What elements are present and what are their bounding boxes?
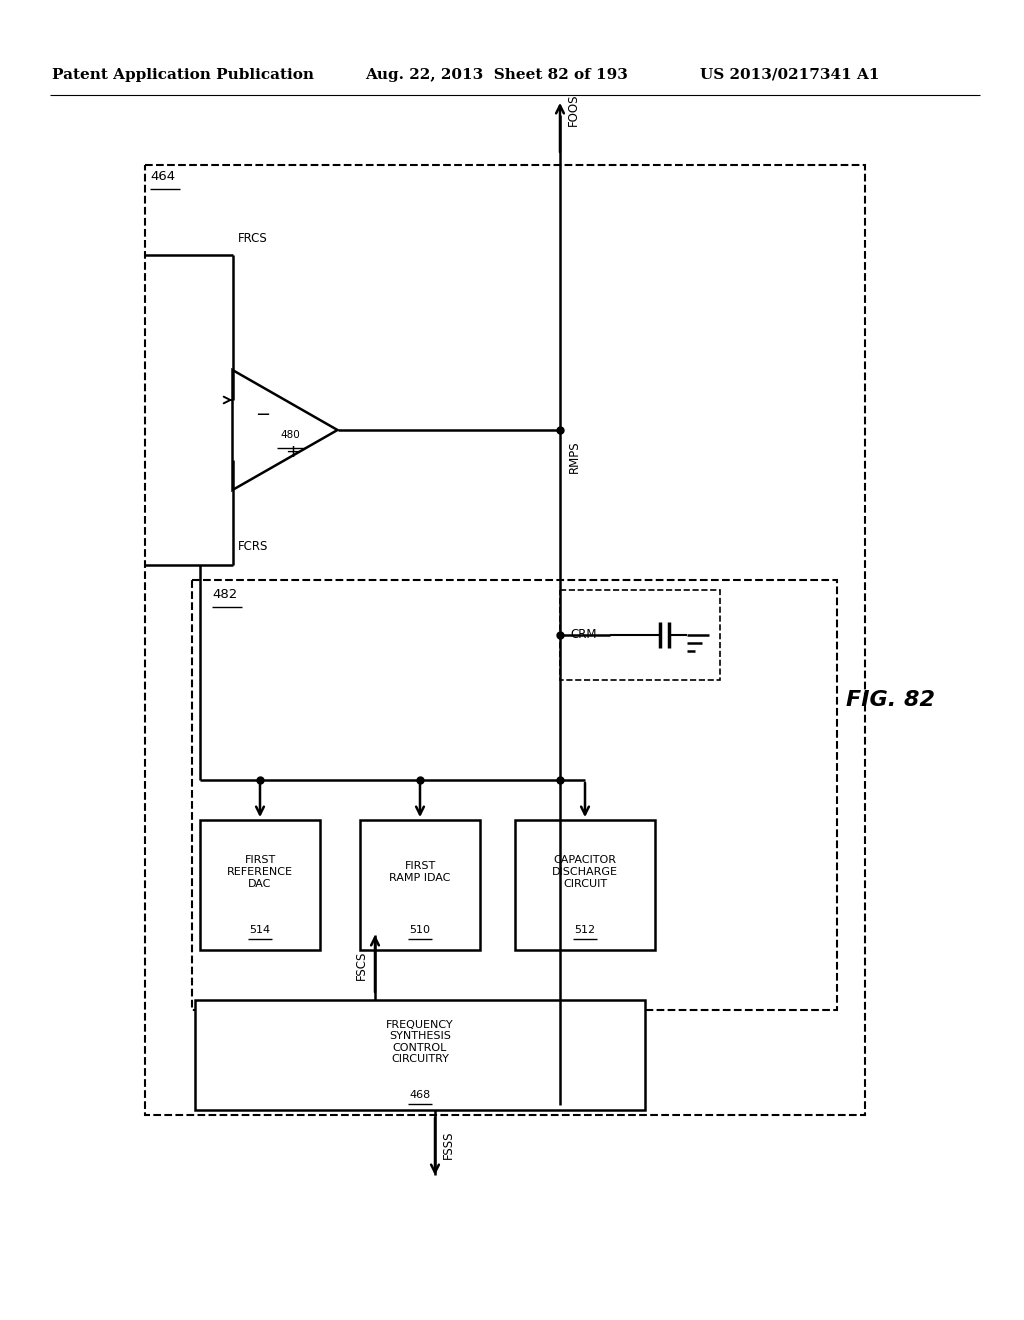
Text: Patent Application Publication: Patent Application Publication [52,69,314,82]
Text: 480: 480 [281,430,300,440]
Text: 464: 464 [150,170,175,183]
Text: US 2013/0217341 A1: US 2013/0217341 A1 [700,69,880,82]
Text: FIG. 82: FIG. 82 [846,690,935,710]
Text: FOOS: FOOS [567,94,580,127]
Text: CRM: CRM [570,628,597,642]
Text: −: − [255,407,270,424]
Bar [200,820,319,950]
Text: RMPS: RMPS [568,440,581,473]
Text: FRCS: FRCS [238,232,267,246]
Text: +: + [286,444,300,461]
Text: 510: 510 [410,925,430,935]
Text: Aug. 22, 2013  Sheet 82 of 193: Aug. 22, 2013 Sheet 82 of 193 [365,69,628,82]
Text: 482: 482 [212,587,238,601]
Bar [195,1001,645,1110]
Text: 468: 468 [410,1090,431,1100]
Bar [360,820,480,950]
Bar [145,165,865,1115]
Text: FREQUENCY
SYNTHESIS
CONTROL
CIRCUITRY: FREQUENCY SYNTHESIS CONTROL CIRCUITRY [386,1019,454,1064]
Text: FSSS: FSSS [442,1131,455,1159]
Text: FIRST
REFERENCE
DAC: FIRST REFERENCE DAC [227,855,293,888]
Text: FCRS: FCRS [238,540,268,553]
Bar [193,579,837,1010]
Text: 512: 512 [574,925,596,935]
Text: 514: 514 [250,925,270,935]
Text: FIRST
RAMP IDAC: FIRST RAMP IDAC [389,861,451,883]
Bar [515,820,655,950]
Text: FSCS: FSCS [355,950,368,979]
Bar [560,590,720,680]
Text: CAPACITOR
DISCHARGE
CIRCUIT: CAPACITOR DISCHARGE CIRCUIT [552,855,618,888]
